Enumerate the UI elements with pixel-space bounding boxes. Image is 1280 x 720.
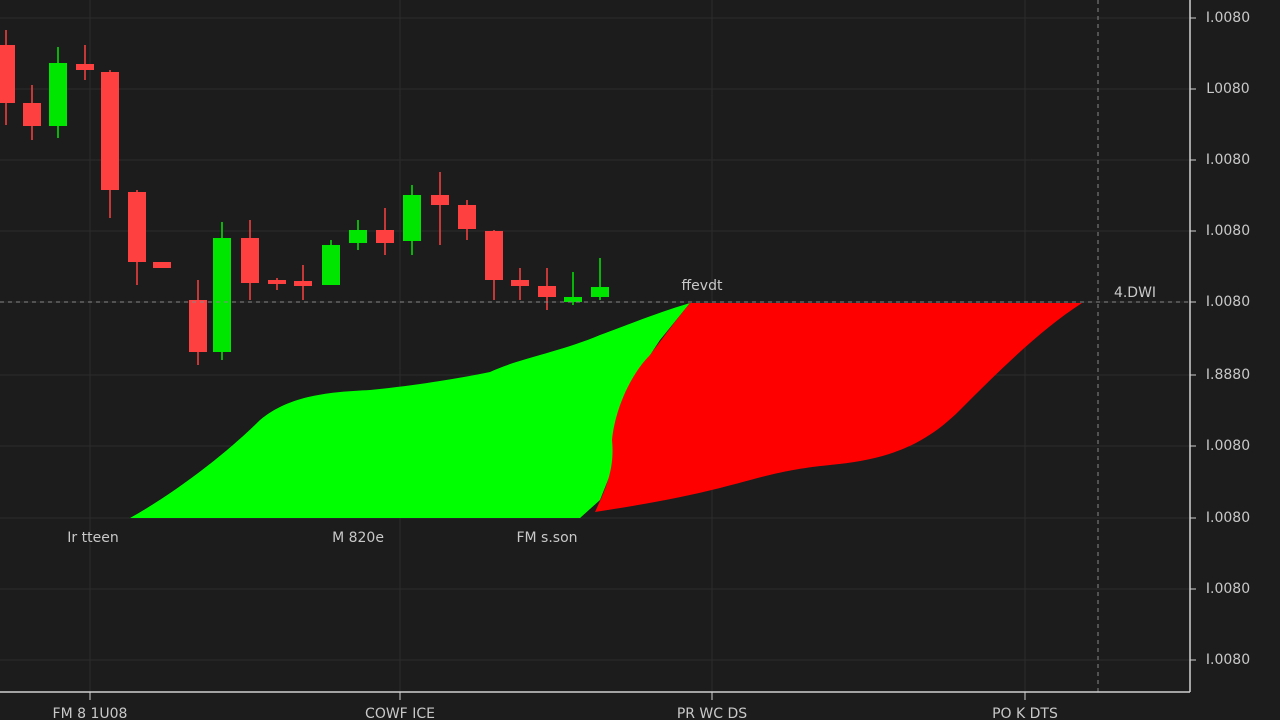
- candle-body: [485, 231, 503, 280]
- price-label: I.0080: [1206, 652, 1250, 668]
- candle-body: [511, 280, 529, 286]
- price-label: I.0080: [1206, 438, 1250, 454]
- price-label: I.0080: [1206, 581, 1250, 597]
- price-label: I.0080: [1206, 152, 1250, 168]
- candle-body: [403, 195, 421, 241]
- candle-body: [322, 245, 340, 285]
- green-area: [130, 303, 690, 518]
- price-tag: 4.DWI: [1114, 285, 1156, 301]
- red-area: [595, 303, 1082, 512]
- candle-body: [0, 45, 15, 103]
- price-label: I.0080: [1206, 510, 1250, 526]
- candle-body: [213, 238, 231, 352]
- candle-body: [458, 205, 476, 229]
- candle-body: [49, 63, 67, 126]
- time-label: PR WC DS: [677, 706, 747, 720]
- price-label: I.0080: [1206, 10, 1250, 26]
- area-label: FM s.son: [516, 530, 577, 546]
- candle-body: [294, 281, 312, 286]
- candle-body: [376, 230, 394, 243]
- price-label: I.0080: [1206, 223, 1250, 239]
- candle-body: [153, 262, 171, 268]
- time-label: COWF ICE: [365, 706, 435, 720]
- candle-body: [431, 195, 449, 205]
- candle-body: [268, 280, 286, 284]
- candle-body: [538, 286, 556, 297]
- area-label: Ir tteen: [67, 530, 118, 546]
- candle-body: [128, 192, 146, 262]
- candle-body: [349, 230, 367, 243]
- candle-body: [189, 300, 207, 352]
- area-label: M 820e: [332, 530, 384, 546]
- candle-body: [591, 287, 609, 297]
- price-label: L0080: [1206, 81, 1249, 97]
- price-label: I.8880: [1206, 367, 1250, 383]
- candle-body: [76, 64, 94, 70]
- candle-body: [101, 72, 119, 190]
- candle-body: [241, 238, 259, 283]
- time-label: FM 8 1U08: [53, 706, 128, 720]
- candle-body: [564, 297, 582, 302]
- candles: [0, 30, 609, 365]
- level-label: ffevdt: [682, 278, 723, 294]
- axes: I.0080 L0080 I.0080 I.0080 I.0080 I.8880 I.008…: [53, 10, 1251, 720]
- time-label: PO K DTS: [992, 706, 1058, 720]
- price-label: I.0080: [1206, 294, 1250, 310]
- candle-body: [23, 103, 41, 126]
